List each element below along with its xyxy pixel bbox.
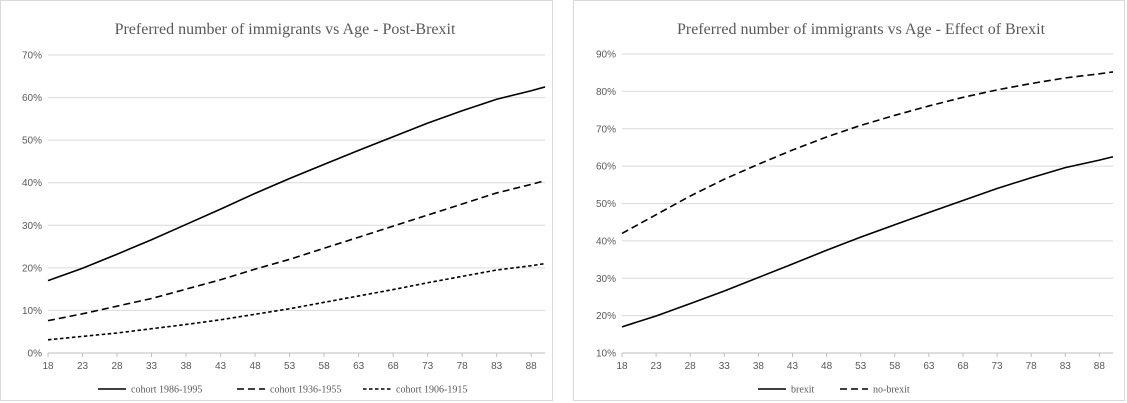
gridlines (48, 54, 545, 354)
y-tick-label: 50% (596, 199, 616, 210)
y-axis: 0% 10% 20% 30% 40% 50% 60% 70% (22, 51, 42, 360)
y-tick-label: 40% (596, 236, 616, 247)
y-tick-label: 40% (22, 178, 42, 189)
x-tick-label: 33 (146, 361, 158, 372)
legend-label: cohort 1936-1955 (270, 385, 341, 396)
x-tick-label: 38 (180, 361, 192, 372)
y-axis: 10% 20% 30% 40% 50% 60% 70% 80% 90% (596, 50, 616, 360)
x-tick-label: 43 (215, 361, 227, 372)
y-tick-label: 90% (596, 50, 616, 61)
chart-panel-effect-of-brexit: 10% 20% 30% 40% 50% 60% 70% 80% 90% 18 23 28 33 38 43… (573, 0, 1125, 401)
x-tick-label: 53 (855, 361, 867, 372)
y-tick-label: 30% (596, 274, 616, 285)
x-tick-label: 78 (457, 361, 469, 372)
gridlines (622, 53, 1113, 354)
chart-post-brexit: 0% 10% 20% 30% 40% 50% 60% 70% 18 23 28 33 38 43 48 53… (22, 21, 546, 396)
y-tick-label: 0% (28, 349, 43, 360)
x-tick-label: 88 (1094, 361, 1106, 372)
x-tick-label: 43 (787, 361, 799, 372)
y-tick-label: 70% (22, 51, 42, 62)
x-tick-label: 68 (388, 361, 400, 372)
x-tick-label: 58 (319, 361, 331, 372)
chart-title: Preferred number of immigrants vs Age - … (677, 21, 1046, 38)
x-tick-label: 53 (284, 361, 296, 372)
x-axis: 18 23 28 33 38 43 48 53 58 63 68 73 78 83 88 (616, 353, 1105, 372)
chart-panel-post-brexit: 0% 10% 20% 30% 40% 50% 60% 70% 18 23 28 33 38 43 48 53… (0, 0, 553, 401)
legend: cohort 1986-1995 cohort 1936-1955 cohort 1… (98, 385, 467, 396)
y-tick-label: 50% (22, 136, 42, 147)
x-tick-label: 83 (491, 361, 503, 372)
x-tick-label: 88 (526, 361, 538, 372)
x-tick-label: 38 (753, 361, 765, 372)
series-line-brexit (621, 156, 1114, 328)
y-tick-label: 80% (596, 87, 616, 98)
x-axis: 18 23 28 33 38 43 48 53 58 63 68 73 78 83 88 (42, 353, 537, 372)
x-tick-label: 63 (923, 361, 935, 372)
legend-label: no-brexit (873, 385, 910, 396)
series-line-no-brexit (621, 71, 1114, 235)
legend: brexit no-brexit (758, 385, 910, 396)
chart-effect-of-brexit: 10% 20% 30% 40% 50% 60% 70% 80% 90% 18 23 28 33 38 43… (596, 21, 1114, 396)
y-tick-label: 60% (22, 93, 42, 104)
x-tick-label: 28 (111, 361, 123, 372)
y-tick-label: 70% (596, 124, 616, 135)
series-line-cohort-1936-1955 (47, 179, 546, 322)
chart-title: Preferred number of immigrants vs Age - … (115, 21, 456, 38)
y-tick-label: 20% (596, 311, 616, 322)
x-tick-label: 28 (685, 361, 697, 372)
x-tick-label: 83 (1060, 361, 1072, 372)
x-tick-label: 23 (651, 361, 663, 372)
x-tick-label: 18 (42, 361, 54, 372)
x-tick-label: 48 (250, 361, 262, 372)
y-tick-label: 10% (22, 306, 42, 317)
legend-label: cohort 1906-1915 (396, 385, 467, 396)
series-line-cohort-1906-1915 (47, 262, 546, 341)
legend-label: brexit (791, 385, 815, 396)
x-tick-label: 73 (992, 361, 1004, 372)
legend-label: cohort 1986-1995 (131, 385, 202, 396)
x-tick-label: 23 (77, 361, 89, 372)
x-tick-label: 48 (821, 361, 833, 372)
plot-area (47, 86, 546, 341)
y-tick-label: 10% (596, 349, 616, 360)
series-line-cohort-1986-1995 (47, 86, 546, 282)
y-tick-label: 30% (22, 221, 42, 232)
x-tick-label: 58 (889, 361, 901, 372)
y-tick-label: 20% (22, 263, 42, 274)
x-tick-label: 78 (1026, 361, 1038, 372)
x-tick-label: 68 (957, 361, 969, 372)
x-tick-label: 63 (353, 361, 365, 372)
y-tick-label: 60% (596, 162, 616, 173)
x-tick-label: 73 (422, 361, 434, 372)
x-tick-label: 18 (616, 361, 628, 372)
plot-area (621, 71, 1114, 328)
x-tick-label: 33 (719, 361, 731, 372)
